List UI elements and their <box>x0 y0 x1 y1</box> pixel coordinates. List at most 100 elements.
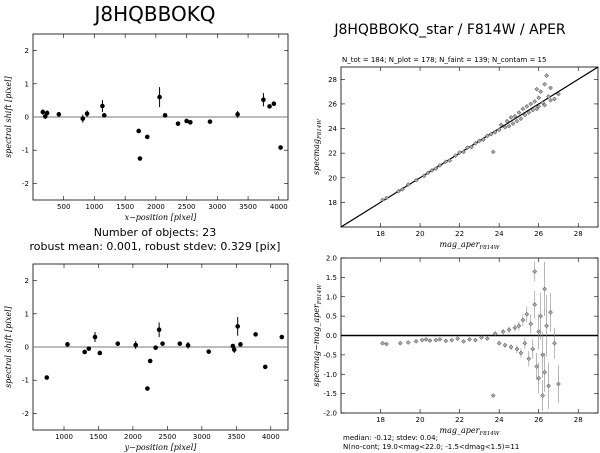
data-point <box>506 327 512 333</box>
x-tick-label: 22 <box>455 230 464 238</box>
data-point <box>536 329 542 334</box>
data-point <box>156 327 162 333</box>
right-panel-title: J8HQBBOKQ_star / F814W / APER <box>334 22 566 38</box>
data-point <box>548 309 553 315</box>
y-tick-label: 28 <box>328 76 337 84</box>
x-tick-label: 20 <box>416 416 425 424</box>
data-point <box>433 166 439 171</box>
y-tick-label: -1 <box>22 147 29 155</box>
data-point <box>421 173 427 179</box>
data-point <box>384 195 389 201</box>
data-point <box>508 344 514 350</box>
data-point <box>538 313 544 319</box>
data-point <box>532 302 538 307</box>
x-axis-label: x−position [pixel] <box>125 213 198 222</box>
data-point <box>518 116 524 122</box>
x-tick-label: 26 <box>534 230 543 238</box>
data-point <box>207 119 213 124</box>
object-counts: N_tot = 184; N_plot = 178; N_faint = 139… <box>342 56 547 64</box>
data-point <box>508 115 514 120</box>
y-tick-label: -1.5 <box>323 390 337 398</box>
data-point <box>92 334 98 340</box>
data-point <box>502 342 508 348</box>
x-tick-label: 24 <box>495 230 504 238</box>
y-tick-label: 0 <box>25 114 29 122</box>
y-tick-label: -1 <box>22 377 29 385</box>
data-point <box>546 383 551 389</box>
data-point <box>133 342 138 348</box>
data-point <box>518 350 524 356</box>
data-point <box>496 340 502 346</box>
x-tick-label: 1000 <box>55 433 73 441</box>
y-tick-label: 26 <box>328 100 337 108</box>
data-point <box>82 349 87 355</box>
y-tick-label: 18 <box>328 199 337 207</box>
data-point <box>177 341 183 346</box>
data-point <box>538 89 544 94</box>
data-point <box>453 153 459 158</box>
data-point <box>437 163 443 168</box>
data-point <box>496 127 502 133</box>
data-point <box>528 101 534 107</box>
data-point <box>536 95 542 101</box>
data-point <box>542 369 547 375</box>
y-axis-label: specmag−mag_aperF814W <box>312 283 323 387</box>
data-point <box>184 118 189 124</box>
data-point <box>160 341 165 346</box>
data-point <box>526 356 532 362</box>
x-tick-label: 3000 <box>208 203 226 211</box>
data-point <box>479 335 484 340</box>
data-point <box>380 340 385 346</box>
data-point <box>552 340 557 346</box>
data-point <box>413 338 419 344</box>
y-tick-label: 1 <box>25 80 29 88</box>
number-of-objects: Number of objects: 23 <box>93 226 217 239</box>
data-point <box>467 337 472 342</box>
chart-specmag_vs_mag: 18 20 22 24 26 28 18 20 22 24 26 28 mag_aperF814W spe… <box>312 66 599 251</box>
data-point <box>44 375 50 380</box>
data-point <box>253 332 258 337</box>
data-point <box>115 341 121 346</box>
dmag-count: N(no-cont; 19.0<mag<22.0; -1.5<dmag<1.5)… <box>343 443 520 451</box>
data-point <box>419 337 425 343</box>
y-tick-label: 1.0 <box>326 293 337 301</box>
y-tick-label: 0.0 <box>326 332 337 340</box>
data-point <box>512 113 518 119</box>
data-point <box>465 145 470 150</box>
x-tick-label: 4000 <box>262 433 280 441</box>
data-point <box>449 337 455 343</box>
data-point <box>40 109 46 115</box>
data-point <box>520 317 526 323</box>
data-point <box>530 107 536 113</box>
data-point <box>447 158 453 163</box>
data-point <box>506 123 512 129</box>
plot-area <box>341 261 598 412</box>
data-point <box>544 323 549 329</box>
x-tick-label: 500 <box>57 203 70 211</box>
y-tick-label: -1.0 <box>323 371 337 379</box>
data-point <box>490 393 496 398</box>
x-tick-label: 1500 <box>90 433 108 441</box>
data-point <box>262 364 268 370</box>
x-tick-label: 4000 <box>270 203 288 211</box>
data-point <box>271 101 277 107</box>
data-point <box>500 329 506 334</box>
data-point <box>145 386 150 391</box>
data-point <box>235 324 240 329</box>
dmag-median-stdev: median: -0.12; stdev: 0.04; <box>343 434 438 442</box>
data-point <box>514 118 520 124</box>
data-point <box>480 137 486 142</box>
data-point <box>542 286 547 292</box>
x-tick-label: 18 <box>376 416 385 424</box>
data-point <box>492 129 498 135</box>
y-tick-label: 2 <box>25 277 29 285</box>
data-point <box>384 341 389 347</box>
y-axis-label: spectral shift [pixel] <box>4 305 13 387</box>
data-point <box>455 336 460 341</box>
x-tick-label: 26 <box>534 416 543 424</box>
x-tick-label: 3500 <box>227 433 245 441</box>
data-point <box>540 352 545 358</box>
data-point <box>405 182 411 187</box>
data-point <box>469 144 474 150</box>
